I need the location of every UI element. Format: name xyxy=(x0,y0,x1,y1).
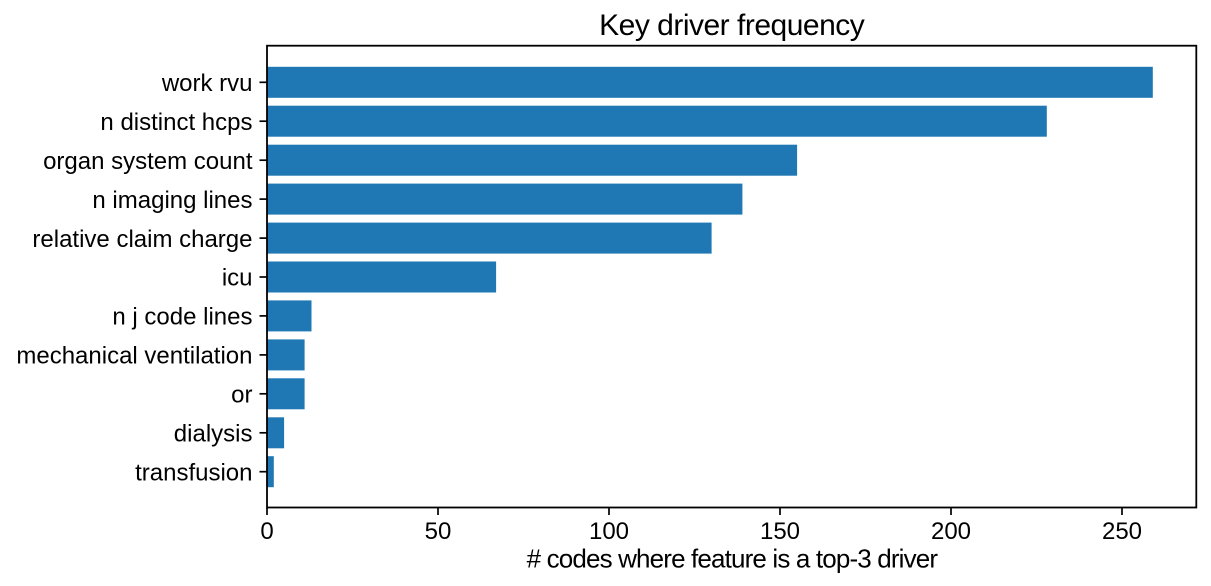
svg-text:organ system count: organ system count xyxy=(43,148,253,175)
svg-text:relative claim charge: relative claim charge xyxy=(32,226,252,253)
svg-text:n j code lines: n j code lines xyxy=(112,304,252,331)
svg-text:250: 250 xyxy=(1102,518,1142,545)
svg-text:or: or xyxy=(231,382,252,409)
svg-text:0: 0 xyxy=(260,518,273,545)
svg-text:150: 150 xyxy=(760,518,800,545)
svg-text:Key driver frequency: Key driver frequency xyxy=(599,9,865,42)
svg-text:50: 50 xyxy=(425,518,452,545)
svg-text:mechanical ventilation: mechanical ventilation xyxy=(16,343,252,370)
svg-text:n imaging lines: n imaging lines xyxy=(92,187,252,214)
svg-text:work rvu: work rvu xyxy=(161,70,253,97)
svg-text:# codes where feature is a top: # codes where feature is a top-3 driver xyxy=(527,544,939,574)
svg-text:200: 200 xyxy=(931,518,971,545)
svg-text:100: 100 xyxy=(589,518,629,545)
svg-text:icu: icu xyxy=(222,265,253,292)
svg-text:n distinct hcps: n distinct hcps xyxy=(100,109,252,136)
svg-text:dialysis: dialysis xyxy=(174,421,253,448)
svg-text:transfusion: transfusion xyxy=(135,459,252,486)
